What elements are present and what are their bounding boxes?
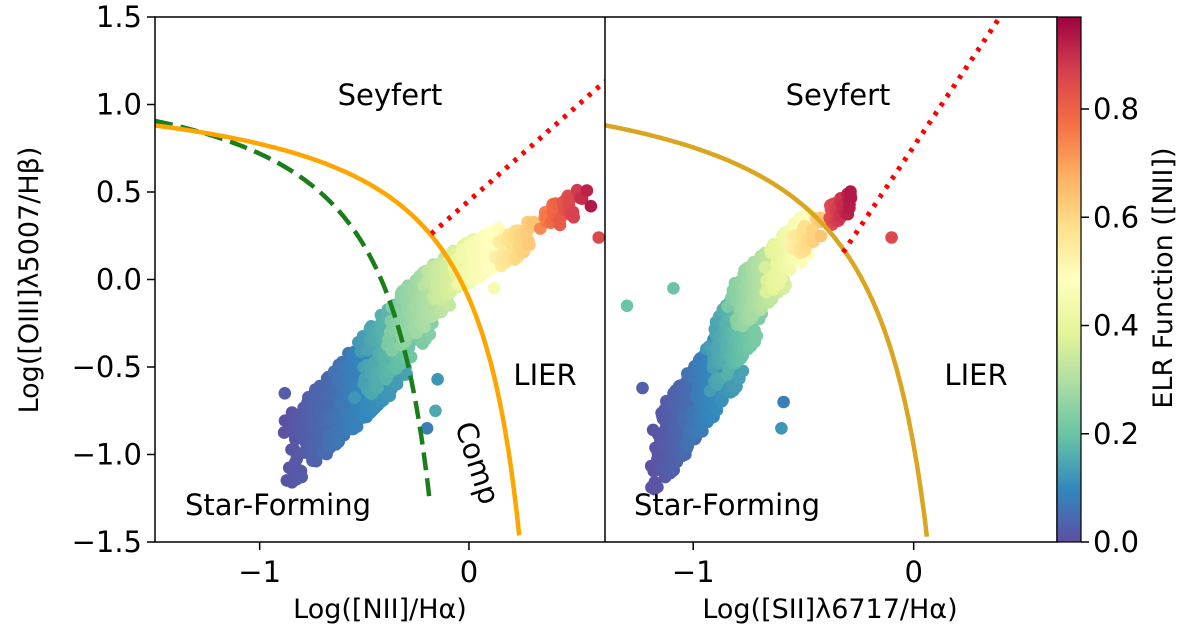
demarcation-line-dotted	[841, 17, 1002, 254]
data-point	[420, 422, 434, 435]
y-tick-label: 1.0	[96, 88, 142, 122]
scatter-points-sii	[620, 185, 898, 496]
data-point	[332, 435, 346, 449]
data-point	[429, 404, 442, 418]
demarcation-line-solid	[605, 123, 930, 537]
data-point	[487, 282, 501, 295]
y-tick-label: −0.5	[72, 350, 142, 384]
data-point	[667, 282, 680, 295]
y-tick-label: −1.5	[72, 525, 142, 559]
y-axis-label: Log([OIII]λ5007/Hβ)	[14, 147, 45, 414]
colorbar-tick-label: 0.2	[1093, 417, 1139, 451]
demarcation-line-solid	[155, 123, 522, 536]
region-label-seyfert-sii: Seyfert	[786, 78, 891, 112]
demarcation-lines-nii	[155, 79, 605, 536]
data-point	[844, 191, 858, 205]
x-tick-label: 0	[460, 555, 478, 589]
panel-sii: Seyfert LIER Star-Forming −1 0 Log([SII]λ…	[605, 17, 1008, 625]
axis-ticks-sii: −1 0	[672, 542, 923, 589]
region-label-lier: LIER	[513, 358, 576, 392]
region-label-seyfert: Seyfert	[338, 78, 443, 112]
x-axis-label-sii: Log([SII]λ6717/Hα)	[702, 594, 957, 625]
colorbar-ticks: 0.0 0.2 0.4 0.6 0.8	[1081, 92, 1139, 559]
y-tick-label: 0.5	[96, 175, 142, 209]
data-point	[750, 329, 764, 343]
demarcation-line-dashed	[155, 118, 432, 498]
data-point	[523, 238, 536, 252]
data-point	[584, 199, 598, 213]
data-point	[567, 211, 580, 224]
data-point	[563, 193, 576, 207]
data-point	[736, 364, 750, 378]
data-point	[777, 395, 790, 409]
region-label-lier-sii: LIER	[944, 358, 1007, 392]
data-point	[758, 261, 772, 274]
y-tick-label: 0.0	[96, 263, 142, 297]
colorbar-gradient	[1056, 16, 1082, 543]
data-point	[332, 374, 345, 388]
colorbar-tick-label: 0.4	[1093, 309, 1139, 343]
data-point	[418, 320, 431, 334]
data-point	[592, 231, 605, 244]
data-point	[328, 412, 341, 425]
data-point	[278, 387, 292, 400]
x-tick-label: −1	[672, 555, 715, 589]
region-label-comp: Comp	[448, 417, 506, 508]
colorbar-tick-label: 0.8	[1093, 92, 1139, 126]
colorbar-tick-label: 0.0	[1093, 525, 1139, 559]
y-tick-label: 1.5	[96, 0, 142, 34]
scatter-points-nii	[277, 183, 605, 489]
data-point	[295, 470, 309, 484]
data-point	[371, 381, 384, 395]
data-point	[636, 381, 649, 395]
region-label-star-forming-sii: Star-Forming	[634, 488, 820, 522]
region-label-star-forming: Star-Forming	[185, 488, 371, 522]
x-tick-label: −1	[238, 555, 281, 589]
data-point	[350, 420, 364, 433]
data-point	[620, 299, 634, 313]
data-point	[348, 391, 362, 405]
data-point	[361, 343, 375, 357]
data-point	[651, 480, 664, 494]
colorbar-label: ELR Function ([NII])	[1148, 147, 1179, 408]
x-axis-label-nii: Log([NII]/Hα)	[293, 594, 467, 625]
axis-ticks-nii: −1 0 −1.5 −1.0 −0.5 0.0 0.5 1.0 1.5	[72, 0, 479, 589]
y-tick-label: −1.0	[72, 438, 142, 472]
data-point	[814, 229, 828, 243]
data-point	[885, 231, 898, 244]
data-point	[580, 184, 594, 197]
panel-nii: Seyfert LIER Comp Star-Forming −1 0−1.5−1…	[14, 0, 605, 625]
colorbar-tick-label: 0.6	[1093, 200, 1139, 234]
data-point	[431, 373, 444, 386]
data-point	[775, 422, 788, 435]
colorbar: 0.0 0.2 0.4 0.6 0.8 ELR Function ([NII])	[1056, 16, 1179, 559]
demarcation-lines-sii	[605, 17, 1002, 537]
x-tick-label: 0	[904, 555, 922, 589]
